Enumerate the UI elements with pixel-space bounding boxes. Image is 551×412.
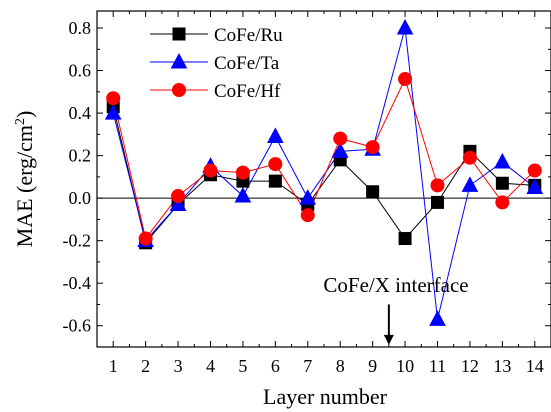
legend-marker [172,83,186,97]
data-point [527,163,542,178]
y-tick-label: 0.8 [69,18,92,38]
y-tick-label: 0.2 [69,146,92,166]
y-axis-title: MAE (erg/cm2) [12,111,37,248]
legend-label: CoFe/Ta [214,53,280,74]
annotation-text: CoFe/X interface [323,273,468,297]
x-tick-label: 13 [493,356,511,376]
legend-label: CoFe/Hf [214,81,281,102]
x-tick-label: 1 [109,356,118,376]
legend-label: CoFe/Ru [214,25,283,46]
x-tick-label: 3 [174,356,183,376]
data-point [461,176,479,192]
x-tick-label: 2 [141,356,150,376]
y-tick-label: -0.4 [63,273,92,293]
data-point [396,18,414,35]
x-tick-label: 12 [461,356,479,376]
data-point [494,152,511,169]
legend-marker [172,27,186,41]
y-tick-label: -0.6 [63,316,92,336]
x-tick-label: 9 [368,356,377,376]
data-point [398,232,412,246]
data-point [169,195,187,212]
data-point [268,157,283,172]
x-tick-label: 4 [206,356,215,376]
data-point [430,178,445,193]
data-point [203,163,218,178]
data-point [431,195,444,209]
data-point [495,195,510,210]
data-point [234,186,252,203]
x-tick-label: 6 [271,356,280,376]
y-tick-label: 0.4 [69,103,92,123]
legend: CoFe/Ru CoFe/Ta CoFe/Hf [150,25,283,102]
x-tick-label: 7 [303,356,312,376]
data-point [235,165,250,180]
data-point [333,131,348,146]
data-point [526,178,544,195]
x-tick-label: 10 [396,356,414,376]
x-tick-label: 5 [238,356,247,376]
data-point [365,140,380,155]
x-axis-title: Layer number [263,384,388,409]
data-point [495,176,509,190]
data-point [300,208,315,223]
x-tick-label: 11 [429,356,446,376]
annotation-arrowhead [383,334,394,345]
data-point [299,189,317,205]
plot-area: 1 2 3 4 5 6 7 8 9 10 11 12 13 140.80.60.40.20.0-0.2-0… [63,10,551,376]
data-point [268,174,282,188]
data-point [366,185,380,199]
data-point [138,231,153,246]
y-tick-label: -0.2 [63,231,92,251]
data-point [331,142,349,158]
data-point [429,310,446,326]
data-point [104,104,122,120]
legend-marker [170,52,188,69]
data-point [462,150,477,165]
x-tick-label: 14 [526,356,544,376]
y-tick-label: 0.0 [69,188,92,208]
data-point [106,91,121,106]
data-point [398,72,413,87]
data-point [267,127,284,143]
data-point [171,189,186,204]
y-tick-label: 0.6 [69,61,92,81]
x-tick-label: 8 [336,356,345,376]
svg-text:MAE (erg/cm2): MAE (erg/cm2) [12,111,37,248]
